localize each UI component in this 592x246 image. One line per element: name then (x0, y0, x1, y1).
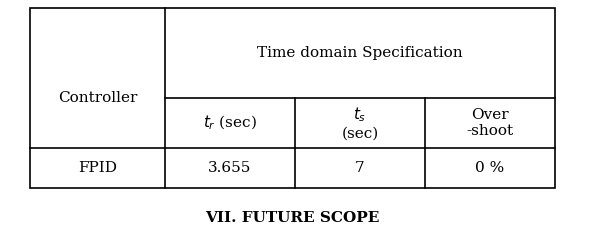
Text: 3.655: 3.655 (208, 161, 252, 175)
Text: 7: 7 (355, 161, 365, 175)
Text: VII. FUTURE SCOPE: VII. FUTURE SCOPE (205, 211, 379, 225)
Text: Controller: Controller (58, 91, 137, 105)
Text: FPID: FPID (78, 161, 117, 175)
Text: Over
-shoot: Over -shoot (466, 108, 514, 138)
Text: $t_s$
(sec): $t_s$ (sec) (342, 106, 379, 140)
Text: $t_r$ (sec): $t_r$ (sec) (203, 114, 257, 132)
Text: Time domain Specification: Time domain Specification (257, 46, 463, 60)
Bar (30, 8, 555, 188)
Text: 0 %: 0 % (475, 161, 504, 175)
